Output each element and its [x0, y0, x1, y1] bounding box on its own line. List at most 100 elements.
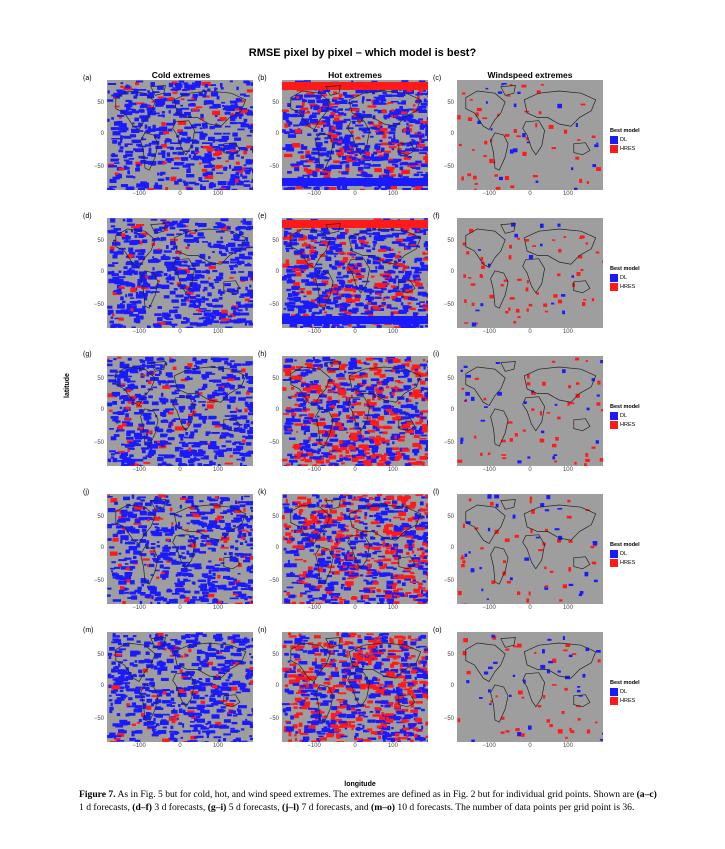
grid-pixel: [324, 289, 333, 292]
grid-pixel: [343, 118, 351, 121]
grid-pixel: [239, 113, 244, 117]
grid-pixel: [319, 417, 324, 420]
grid-pixel: [197, 232, 204, 237]
grid-pixel: [165, 104, 175, 109]
grid-pixel: [282, 387, 287, 391]
grid-pixel: [322, 120, 330, 124]
grid-pixel: [536, 90, 541, 94]
grid-pixel: [315, 450, 319, 453]
grid-pixel: [148, 147, 152, 152]
grid-pixel: [500, 439, 506, 443]
grid-pixel: [365, 298, 371, 301]
grid-pixel: [596, 394, 600, 397]
grid-pixel: [237, 244, 247, 247]
grid-pixel: [402, 176, 409, 179]
grid-pixel: [403, 455, 410, 460]
grid-pixel: [365, 357, 374, 361]
grid-pixel: [195, 147, 199, 152]
grid-pixel: [116, 288, 122, 293]
grid-pixel: [153, 238, 161, 241]
grid-pixel: [363, 131, 372, 134]
grid-pixel: [350, 517, 356, 520]
grid-pixel: [209, 503, 218, 506]
grid-pixel: [304, 301, 312, 306]
grid-pixel: [330, 581, 339, 585]
grid-pixel: [394, 435, 397, 440]
grid-pixel: [243, 426, 248, 429]
grid-pixel: [244, 583, 248, 588]
grid-pixel: [337, 377, 346, 380]
grid-pixel: [247, 262, 250, 265]
grid-pixel: [355, 256, 363, 261]
grid-pixel: [208, 163, 212, 167]
grid-pixel: [127, 223, 135, 226]
grid-pixel: [361, 435, 365, 439]
grid-pixel: [284, 153, 293, 158]
grid-pixel: [138, 187, 145, 190]
grid-pixel: [323, 522, 333, 524]
grid-pixel: [290, 460, 294, 466]
grid-pixel: [282, 147, 287, 150]
grid-pixel: [296, 431, 299, 433]
coastline: [315, 132, 334, 171]
grid-pixel: [165, 177, 170, 181]
grid-pixel: [136, 183, 144, 188]
grid-pixel: [176, 233, 182, 235]
grid-pixel: [375, 515, 383, 520]
grid-pixel: [287, 559, 290, 564]
grid-pixel: [384, 525, 389, 530]
grid-pixel: [417, 92, 420, 96]
grid-pixel: [303, 369, 310, 371]
grid-pixel: [138, 368, 142, 371]
grid-pixel: [125, 368, 132, 372]
grid-pixel: [240, 462, 243, 466]
grid-pixel: [246, 145, 252, 149]
grid-pixel: [141, 429, 149, 433]
grid-pixel: [250, 277, 253, 280]
grid-pixel: [109, 551, 118, 556]
grid-pixel: [321, 172, 328, 175]
grid-pixel: [299, 464, 308, 466]
grid-pixel: [129, 454, 134, 458]
grid-pixel: [285, 243, 293, 247]
grid-pixel: [129, 560, 138, 564]
grid-pixel: [184, 369, 192, 374]
grid-pixel: [245, 396, 253, 399]
grid-pixel: [150, 95, 155, 99]
grid-pixel: [285, 236, 293, 240]
grid-pixel: [177, 268, 181, 271]
grid-pixel: [412, 426, 417, 430]
grid-pixel: [174, 83, 182, 87]
grid-pixel: [337, 399, 340, 402]
grid-pixel: [304, 429, 310, 432]
grid-pixel: [313, 254, 318, 258]
grid-pixel: [413, 598, 420, 601]
grid-pixel: [317, 126, 320, 128]
grid-pixel: [126, 303, 132, 308]
grid-pixel: [514, 233, 518, 238]
grid-pixel: [349, 265, 358, 269]
grid-pixel: [154, 228, 163, 232]
grid-pixel: [303, 455, 306, 460]
grid-pixel: [145, 356, 154, 362]
grid-pixel: [149, 370, 154, 375]
grid-pixel: [339, 601, 344, 604]
grid-pixel: [508, 307, 511, 311]
grid-pixel: [371, 156, 381, 162]
grid-pixel: [333, 91, 337, 95]
grid-pixel: [376, 462, 385, 466]
grid-pixel: [377, 185, 382, 189]
grid-pixel: [186, 168, 191, 173]
grid-pixel: [120, 586, 125, 591]
grid-pixel: [231, 292, 237, 295]
grid-pixel: [297, 374, 306, 377]
grid-pixel: [186, 375, 190, 381]
grid-pixel: [121, 135, 125, 139]
grid-pixel: [167, 146, 173, 149]
grid-pixel: [232, 176, 240, 180]
grid-pixel: [228, 265, 238, 268]
grid-pixel: [118, 286, 125, 290]
grid-pixel: [238, 531, 242, 535]
grid-pixel: [173, 261, 182, 266]
grid-pixel: [403, 370, 410, 375]
